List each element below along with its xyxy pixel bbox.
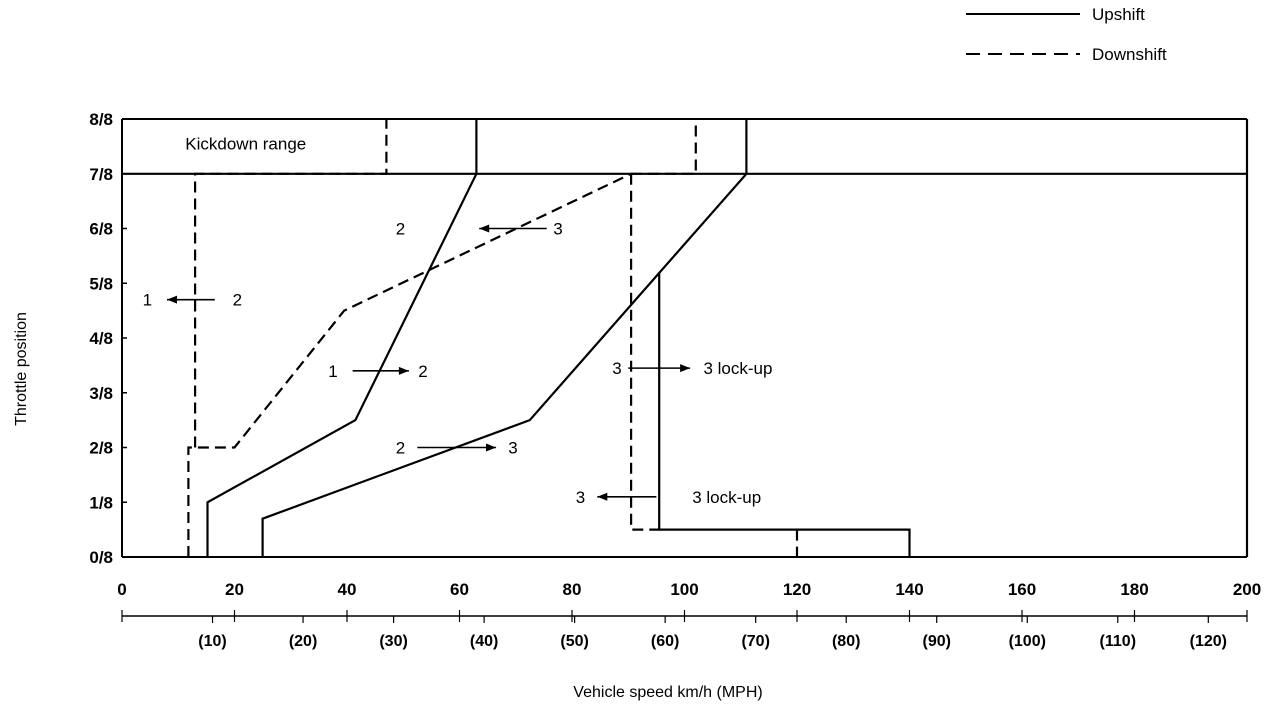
annotation-label: 1 <box>328 362 337 381</box>
mph-tick-label: (120) <box>1190 633 1227 650</box>
y-tick-label: 6/8 <box>89 220 113 239</box>
arrow-3-to-2 <box>479 224 547 233</box>
series-up23 <box>261 119 748 557</box>
x-tick-label: 120 <box>783 580 811 599</box>
y-tick-label: 5/8 <box>89 274 113 293</box>
annotation-label: 2 <box>396 439 405 458</box>
arrow-2-to-1 <box>167 295 215 304</box>
y-tick-label: 8/8 <box>89 110 113 129</box>
annotation-label: 3 <box>612 359 621 378</box>
y-tick-label: 7/8 <box>89 165 113 184</box>
arrow-lockup-to-3 <box>597 492 657 501</box>
annotation-label: 2 <box>418 362 427 381</box>
annotation-label: 2 <box>396 220 405 239</box>
y-tick-label: 0/8 <box>89 548 113 567</box>
annotation-label: 3 lock-up <box>692 488 761 507</box>
annotation-label: Kickdown range <box>185 135 306 154</box>
mph-tick-label: (50) <box>560 633 588 650</box>
mph-tick-label: (10) <box>198 633 226 650</box>
series-up12 <box>206 119 478 557</box>
y-tick-label: 2/8 <box>89 439 113 458</box>
annotation-label: 1 <box>143 291 152 310</box>
y-tick-label: 4/8 <box>89 329 113 348</box>
legend-label: Upshift <box>1092 5 1145 24</box>
mph-tick-label: (20) <box>289 633 317 650</box>
mph-tick-label: (110) <box>1100 633 1136 650</box>
y-tick-label: 1/8 <box>89 493 113 512</box>
series-down21-kick <box>194 119 388 448</box>
legend: Upshift Downshift <box>966 5 1167 64</box>
mph-tick-label: (30) <box>379 633 407 650</box>
arrow-1-to-2 <box>352 366 409 375</box>
series-down32 <box>629 173 660 531</box>
arrow-2-to-3 <box>417 443 497 452</box>
annotation-label: 3 lock-up <box>703 359 772 378</box>
x-tick-label: 160 <box>1008 580 1036 599</box>
x-axis-title: Vehicle speed km/h (MPH) <box>573 684 762 701</box>
annotation-label: 3 <box>576 488 585 507</box>
x-tick-label: 0 <box>117 580 126 599</box>
annotation-label: 2 <box>233 291 242 310</box>
mph-tick-label: (60) <box>651 633 679 650</box>
x-tick-label: 100 <box>670 580 698 599</box>
annotation-label: 3 <box>508 439 517 458</box>
mph-tick-label: (100) <box>1009 633 1046 650</box>
annotation-label: 3 <box>553 220 562 239</box>
mph-tick-label: (80) <box>832 633 860 650</box>
y-axis-title: Throttle position <box>13 312 30 426</box>
legend-label: Downshift <box>1092 45 1167 64</box>
arrow-3-to-lockup <box>628 364 691 373</box>
x-tick-label: 80 <box>563 580 582 599</box>
series-up3lock <box>658 272 911 557</box>
y-tick-label: 3/8 <box>89 384 113 403</box>
x-tick-label: 40 <box>338 580 357 599</box>
mph-tick-label: (90) <box>923 633 951 650</box>
x-tick-label: 140 <box>895 580 923 599</box>
x-tick-label: 200 <box>1233 580 1261 599</box>
mph-tick-label: (40) <box>470 633 498 650</box>
x-tick-label: 60 <box>450 580 469 599</box>
x-tick-label: 180 <box>1120 580 1148 599</box>
series-down21 <box>187 172 632 557</box>
series-down32-kick <box>631 119 697 175</box>
x-tick-label: 20 <box>225 580 244 599</box>
mph-tick-label: (70) <box>741 633 769 650</box>
